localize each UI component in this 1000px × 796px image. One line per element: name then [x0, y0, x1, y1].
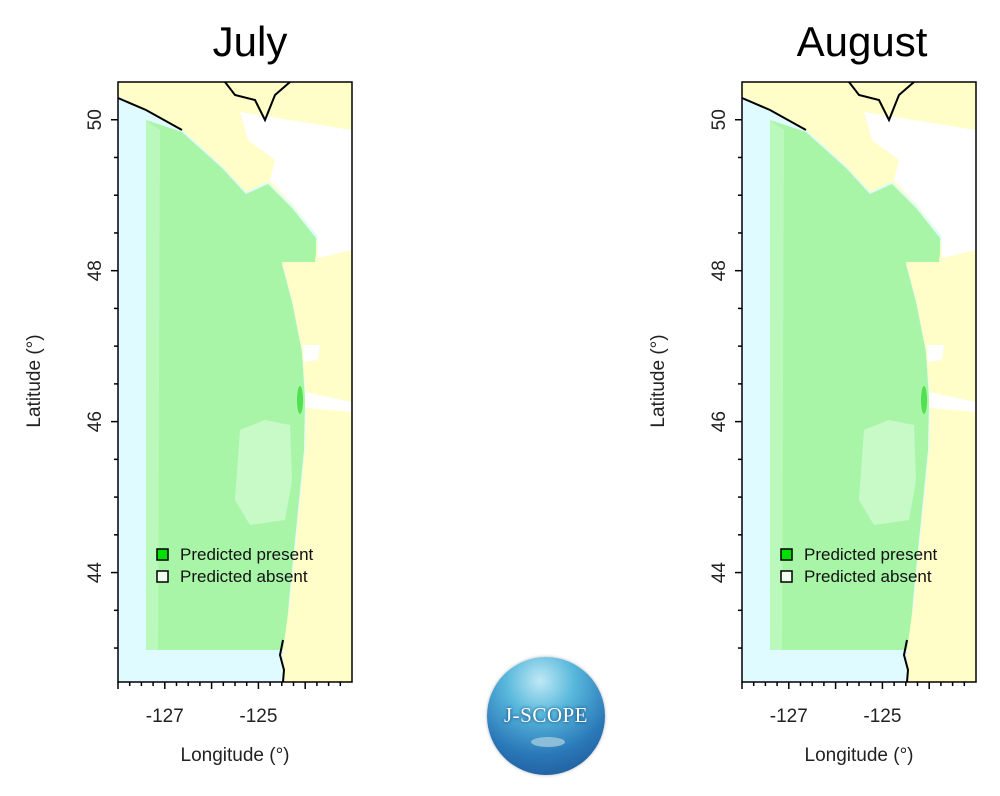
- inland-water: [927, 345, 944, 362]
- legend-swatch: [780, 548, 793, 561]
- panel-title-july: July: [212, 18, 288, 65]
- y-tick-label: 44: [85, 562, 106, 584]
- predicted-present-spot: [921, 386, 927, 414]
- coastline: [741, 97, 807, 131]
- legend-label: Predicted absent: [804, 567, 932, 586]
- predicted-present-spot: [297, 386, 303, 414]
- inland-water: [303, 345, 320, 362]
- x-tick-label: -125: [863, 706, 901, 727]
- logo-text: J-SCOPE: [503, 703, 589, 727]
- legend-swatch: [156, 548, 169, 561]
- map-panel-august: -127 -125 50 48 46 44 Predicted present Predict…: [709, 81, 977, 727]
- x-tick-label: -125: [239, 706, 277, 727]
- fish-graphic: [531, 737, 565, 747]
- x-axis-label-july: Longitude (°): [180, 745, 290, 766]
- y-tick-label: 48: [709, 260, 730, 281]
- offshore-strip: [770, 120, 784, 650]
- legend-swatch: [156, 570, 169, 583]
- offshore-strip: [146, 120, 160, 650]
- legend-label: Predicted absent: [180, 567, 308, 586]
- coastline: [848, 81, 915, 123]
- y-tick-label: 46: [85, 411, 106, 432]
- j-scope-logo: J-SCOPE: [487, 657, 605, 775]
- legend-label: Predicted present: [804, 545, 938, 564]
- low-probability-patch: [859, 420, 916, 525]
- x-tick-label: -127: [146, 706, 184, 727]
- coastline: [224, 81, 291, 123]
- y-tick-label: 44: [709, 562, 730, 584]
- y-tick-label: 50: [85, 109, 106, 130]
- x-tick-label: -127: [770, 706, 808, 727]
- coastline: [117, 97, 183, 131]
- y-tick-label: 50: [709, 109, 730, 130]
- map-panel-july: -127 -125 50 48 46 44 Predicted present Predict…: [85, 81, 353, 727]
- coastline: [278, 639, 286, 683]
- inland-water: [240, 112, 352, 258]
- y-tick-label: 46: [709, 411, 730, 432]
- x-axis-label-august: Longitude (°): [804, 745, 914, 766]
- y-tick-label: 48: [85, 260, 106, 281]
- inland-water: [305, 392, 352, 412]
- inland-water: [864, 112, 976, 258]
- panel-title-august: August: [796, 18, 928, 65]
- coastline: [902, 639, 910, 683]
- inland-water: [929, 392, 976, 412]
- legend-swatch: [780, 570, 793, 583]
- legend-label: Predicted present: [180, 545, 314, 564]
- low-probability-patch: [235, 420, 292, 525]
